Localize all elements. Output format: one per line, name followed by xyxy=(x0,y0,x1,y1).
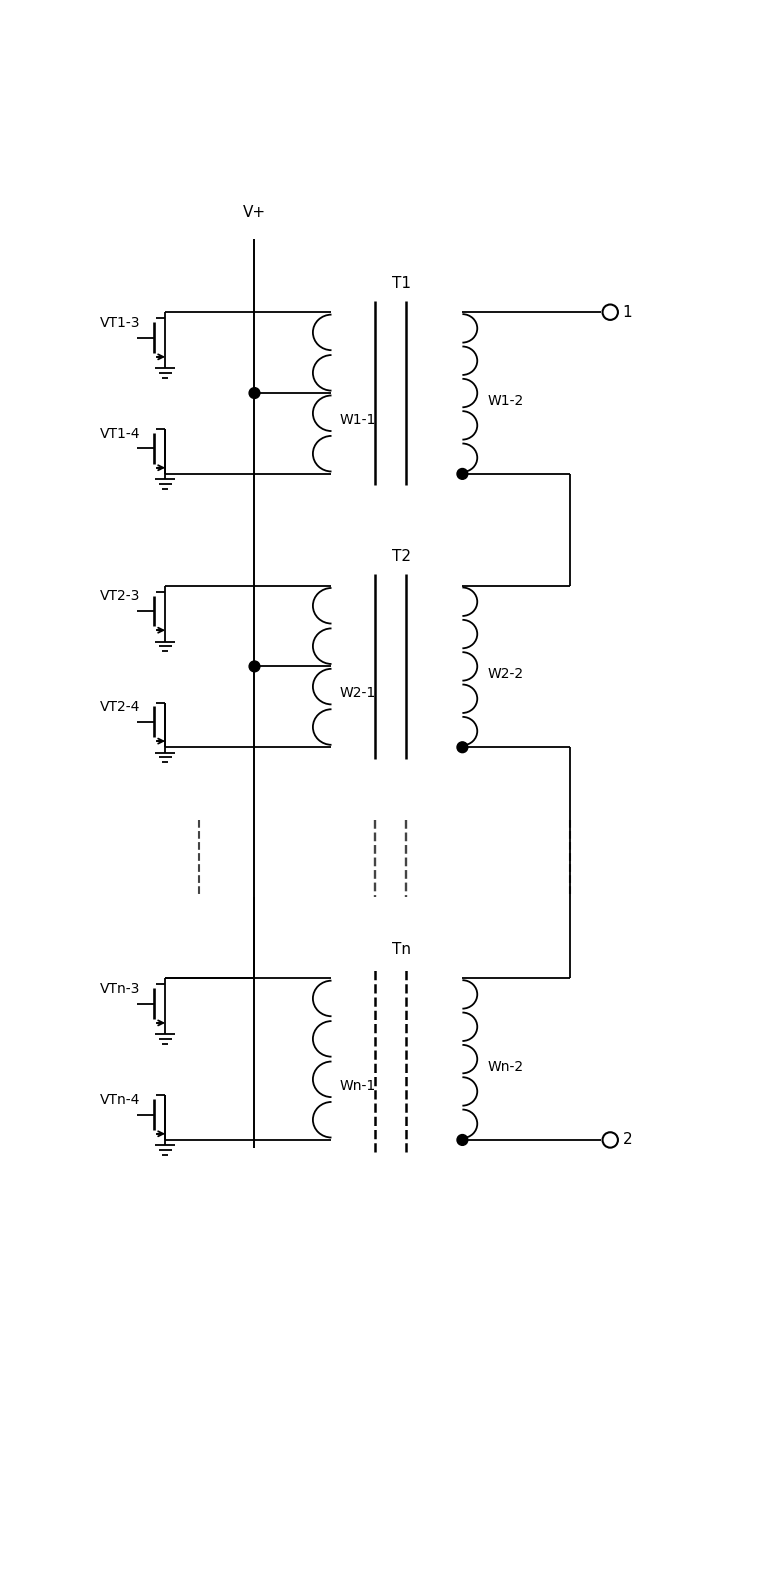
Circle shape xyxy=(457,742,468,753)
Text: VTn-3: VTn-3 xyxy=(100,981,140,995)
Circle shape xyxy=(249,662,260,673)
Text: W2-1: W2-1 xyxy=(339,687,375,701)
Text: VT2-3: VT2-3 xyxy=(100,589,140,603)
Text: 2: 2 xyxy=(622,1132,632,1148)
Text: VTn-4: VTn-4 xyxy=(100,1093,140,1107)
Text: Wn-2: Wn-2 xyxy=(487,1060,523,1074)
Circle shape xyxy=(457,468,468,479)
Text: W1-1: W1-1 xyxy=(339,413,375,427)
Text: T1: T1 xyxy=(393,276,412,291)
Text: Tn: Tn xyxy=(393,942,412,956)
Text: T2: T2 xyxy=(393,550,412,564)
Text: Wn-1: Wn-1 xyxy=(339,1079,375,1093)
Text: W2-2: W2-2 xyxy=(487,668,523,680)
Circle shape xyxy=(249,387,260,398)
Circle shape xyxy=(457,1134,468,1145)
Text: V+: V+ xyxy=(243,205,266,220)
Text: W1-2: W1-2 xyxy=(487,394,523,408)
Text: 1: 1 xyxy=(622,304,632,320)
Text: VT1-4: VT1-4 xyxy=(100,427,140,441)
Text: VT2-4: VT2-4 xyxy=(100,701,140,713)
Text: VT1-3: VT1-3 xyxy=(100,317,140,329)
